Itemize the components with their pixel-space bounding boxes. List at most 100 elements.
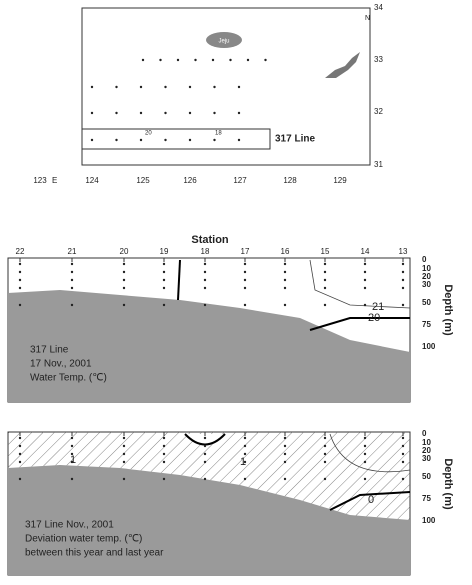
line-label: 317 Line xyxy=(275,134,315,145)
sample-dot xyxy=(122,444,126,448)
station-dot xyxy=(139,138,143,142)
station-dot xyxy=(90,138,94,142)
contour-label: 1 xyxy=(70,454,76,466)
depth-label: 10 xyxy=(422,438,431,447)
lon-tick-label: 123 xyxy=(33,176,47,185)
contour-label: 21 xyxy=(372,301,384,313)
islands xyxy=(325,52,360,78)
depth-label: 10 xyxy=(422,264,431,273)
station-dot xyxy=(229,58,232,62)
station-dot xyxy=(176,58,180,62)
station-label: 16 xyxy=(281,247,290,256)
sample-dot xyxy=(243,286,247,290)
depth-label: 100 xyxy=(422,516,436,525)
sample-dot xyxy=(401,270,405,274)
sample-dot xyxy=(203,460,207,464)
sample-dot xyxy=(70,444,74,448)
lon-tick-label: 128 xyxy=(283,176,297,185)
sample-dot xyxy=(122,452,126,456)
sample-dot xyxy=(18,278,22,282)
sample-dot xyxy=(401,262,405,266)
station-dot xyxy=(115,111,118,115)
sample-dot xyxy=(323,460,327,464)
lat-tick-label: 32 xyxy=(374,107,383,116)
sample-dot xyxy=(203,452,207,456)
sample-dot xyxy=(283,460,287,464)
sample-dot xyxy=(203,477,207,481)
sample-dot xyxy=(18,452,22,456)
station-dot xyxy=(141,58,145,62)
sample-dot xyxy=(122,270,126,274)
station-dot xyxy=(90,85,94,89)
depth-label: 20 xyxy=(422,272,431,281)
station-dot xyxy=(164,138,167,142)
sample-dot xyxy=(203,286,207,290)
depth-label: 30 xyxy=(422,280,431,289)
depth-label: 50 xyxy=(422,298,431,307)
station-dot xyxy=(139,85,143,89)
station-dot xyxy=(194,58,197,62)
sample-dot xyxy=(162,278,166,282)
depth-label: 0 xyxy=(422,429,427,438)
sample-dot xyxy=(401,286,405,290)
island xyxy=(206,32,242,48)
sample-dot xyxy=(122,303,126,307)
sample-dot xyxy=(323,278,327,282)
station-dot xyxy=(164,111,167,115)
island-label: Jeju xyxy=(218,39,229,45)
sample-dot xyxy=(323,262,327,266)
sample-dot xyxy=(243,278,247,282)
station-label: 18 xyxy=(215,131,222,137)
sample-dot xyxy=(323,477,327,481)
station-label: 21 xyxy=(68,247,77,256)
sample-dot xyxy=(18,262,22,266)
contour xyxy=(329,491,411,511)
sample-dot xyxy=(283,278,287,282)
contour xyxy=(184,433,226,446)
sample-dot xyxy=(18,477,22,481)
caption: Deviation water temp. (℃) xyxy=(25,534,142,545)
station-dot xyxy=(90,111,94,115)
sample-dot xyxy=(363,444,367,448)
station-label: 19 xyxy=(160,247,169,256)
lon-tick-label: 125 xyxy=(136,176,150,185)
station-dot xyxy=(164,85,167,89)
contour-label: 0 xyxy=(368,494,374,506)
sample-dot xyxy=(122,278,126,282)
sample-dot xyxy=(122,477,126,481)
sample-dot xyxy=(203,262,207,266)
lon-tick-label: 127 xyxy=(233,176,247,185)
sample-dot xyxy=(203,278,207,282)
caption: 17 Nov., 2001 xyxy=(30,359,92,370)
sample-dot xyxy=(363,262,367,266)
lon-tick-label: 124 xyxy=(85,176,99,185)
sample-dot xyxy=(70,278,74,282)
station-label: 22 xyxy=(16,247,25,256)
depth-label: 30 xyxy=(422,454,431,463)
map-frame xyxy=(81,7,371,166)
sample-dot xyxy=(401,278,405,282)
sample-dot xyxy=(162,436,166,440)
sample-dot xyxy=(243,452,247,456)
sample-dot xyxy=(283,444,287,448)
depth-label: 50 xyxy=(422,472,431,481)
station-dot xyxy=(213,138,216,142)
station-dot xyxy=(159,58,162,62)
caption: 317 Line Nov., 2001 xyxy=(25,520,114,531)
lon-tick-label: 126 xyxy=(183,176,197,185)
contour xyxy=(329,433,411,473)
sample-dot xyxy=(162,460,166,464)
contour-label: 20 xyxy=(368,312,380,324)
sample-dot xyxy=(18,270,22,274)
sample-dot xyxy=(363,477,367,481)
depth-label: 100 xyxy=(422,342,436,351)
sample-dot xyxy=(162,477,166,481)
sample-dot xyxy=(70,270,74,274)
sample-dot xyxy=(401,444,405,448)
caption: 317 Line xyxy=(30,345,69,356)
sample-dot xyxy=(323,436,327,440)
sample-dot xyxy=(401,460,405,464)
sample-dot xyxy=(18,436,22,440)
station-label: 15 xyxy=(321,247,330,256)
